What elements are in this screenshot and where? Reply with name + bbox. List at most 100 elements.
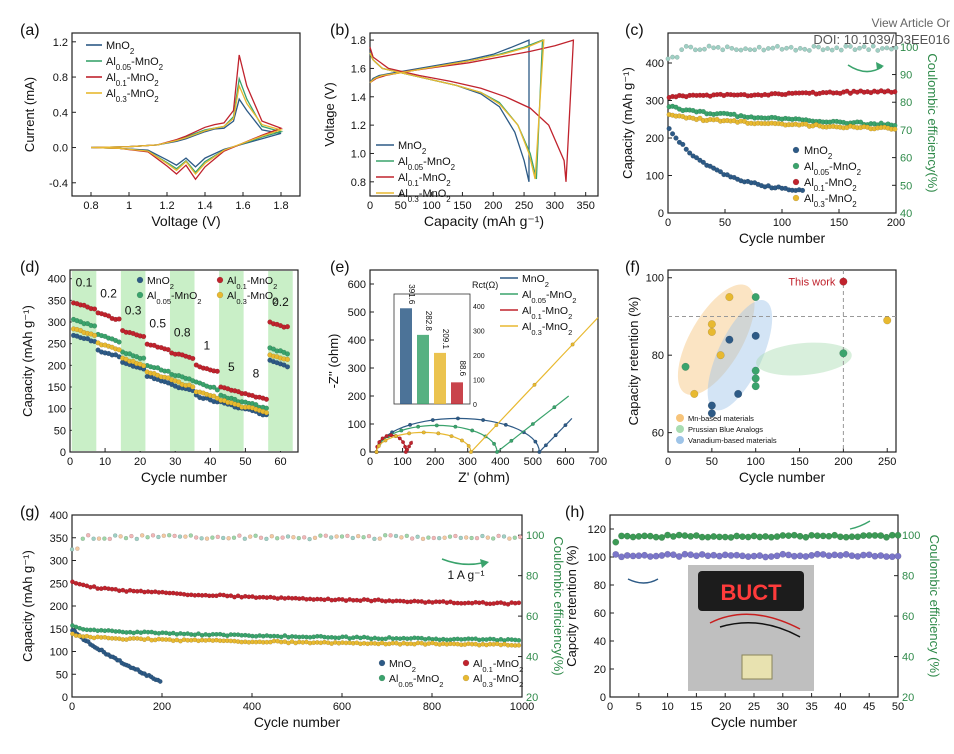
- data-point: [612, 551, 620, 558]
- y2-tick-label: 80: [526, 571, 538, 583]
- data-point: [193, 535, 199, 540]
- data-point: [623, 552, 631, 559]
- data-point: [674, 54, 680, 60]
- y2-tick-label: 80: [902, 571, 914, 583]
- doi-link[interactable]: DOI: 10.1039/D3EE016: [813, 32, 950, 47]
- y-tick-label: 0: [360, 447, 366, 459]
- data-point: [393, 533, 399, 539]
- data-point: [724, 44, 730, 50]
- data-point: [825, 532, 833, 540]
- x-tick-label: 50: [892, 701, 904, 713]
- y-tick-label: 0.8: [351, 177, 366, 189]
- data-point: [751, 331, 760, 340]
- data-point: [70, 631, 75, 637]
- data-point: [762, 532, 769, 540]
- data-point: [720, 47, 726, 53]
- data-point: [503, 422, 508, 427]
- y-tick-label: 300: [50, 556, 68, 568]
- region-ellipse: [756, 342, 852, 376]
- data-point: [877, 532, 885, 539]
- data-point: [843, 43, 849, 49]
- data-point: [211, 393, 217, 399]
- x-tick-label: 0.8: [83, 200, 98, 212]
- data-point: [141, 355, 147, 361]
- x-tick-label: 0: [367, 200, 373, 212]
- y-tick-label: 300: [48, 317, 66, 329]
- y-tick-label: 20: [594, 664, 606, 676]
- legend-label: Mn-based materials: [688, 414, 754, 423]
- wire: [709, 613, 801, 630]
- data-point: [710, 551, 718, 559]
- data-point: [75, 546, 80, 551]
- view-article-link[interactable]: View Article Or: [871, 16, 950, 30]
- data-point: [738, 47, 744, 53]
- led-board: [698, 571, 804, 611]
- data-point: [816, 44, 821, 50]
- data-point: [829, 47, 835, 53]
- y2-tick-label: 90: [900, 70, 912, 82]
- y-axis-label: -Z'' (ohm): [326, 334, 341, 389]
- x-tick-label: 150: [453, 200, 471, 212]
- data-point: [378, 674, 386, 682]
- data-point: [469, 535, 474, 541]
- x-tick-label: 100: [393, 456, 411, 468]
- x-tick-label: 200: [484, 200, 502, 212]
- x-tick-label: 400: [491, 456, 509, 468]
- data-point: [150, 533, 156, 538]
- legend-label: MnO2: [522, 273, 549, 289]
- x-tick-label: 30: [169, 456, 181, 468]
- y-tick-label: 300: [646, 96, 664, 108]
- data-point: [166, 533, 172, 538]
- data-point: [834, 45, 840, 51]
- data-point: [366, 533, 372, 539]
- data-point: [530, 422, 535, 427]
- rct-bar: [434, 352, 446, 404]
- y-tick-label: 400: [646, 58, 664, 70]
- data-point: [756, 533, 764, 541]
- data-point: [383, 533, 388, 538]
- x-tick-label: 50: [395, 200, 407, 212]
- y-tick-label: 200: [348, 391, 366, 403]
- data-point: [275, 536, 280, 541]
- x-tick-label: 100: [422, 200, 440, 212]
- data-point: [447, 534, 453, 539]
- data-point: [879, 46, 885, 51]
- data-point: [462, 659, 470, 667]
- data-point: [421, 430, 426, 435]
- legend-swatch: [676, 436, 684, 444]
- data-point: [858, 119, 864, 125]
- x-tick-label: 0: [665, 456, 671, 468]
- legend-label: Al0.1-MnO2: [106, 72, 159, 88]
- data-point: [860, 532, 867, 539]
- x-axis-label: Cycle number: [141, 469, 228, 485]
- legend-label: Al0.3-MnO2: [227, 290, 277, 306]
- data-point: [459, 438, 464, 443]
- data-point: [350, 535, 355, 541]
- data-point: [410, 536, 415, 541]
- data-point: [665, 56, 671, 62]
- panel-letter: (b): [330, 22, 350, 39]
- data-point: [808, 551, 815, 559]
- data-point: [296, 535, 301, 541]
- data-point: [409, 441, 414, 446]
- y-tick-label: 40: [594, 636, 606, 648]
- y-tick-label: 1.8: [351, 35, 366, 47]
- data-point: [269, 534, 274, 539]
- panel-d: 0 10 20 30 40 50 60 0 50 100 150 200 250 300 350 400 Cyc…: [20, 259, 299, 485]
- data-point: [707, 401, 716, 410]
- data-point: [263, 396, 270, 402]
- data-point: [707, 409, 716, 418]
- legend-label: Vanadium-based materials: [688, 436, 777, 445]
- y-axis-label: Capacity (mAh g⁻¹): [620, 67, 635, 179]
- data-point: [679, 47, 685, 53]
- data-point: [894, 531, 902, 539]
- y-tick-label: 400: [50, 510, 68, 522]
- data-point: [116, 339, 122, 345]
- data-point: [96, 536, 102, 541]
- y-tick-label: 100: [646, 273, 664, 285]
- y-tick-label: 60: [594, 608, 606, 620]
- y-tick-label: 200: [646, 133, 664, 145]
- data-point: [431, 535, 436, 541]
- data-point: [543, 443, 548, 448]
- data-point: [884, 45, 890, 51]
